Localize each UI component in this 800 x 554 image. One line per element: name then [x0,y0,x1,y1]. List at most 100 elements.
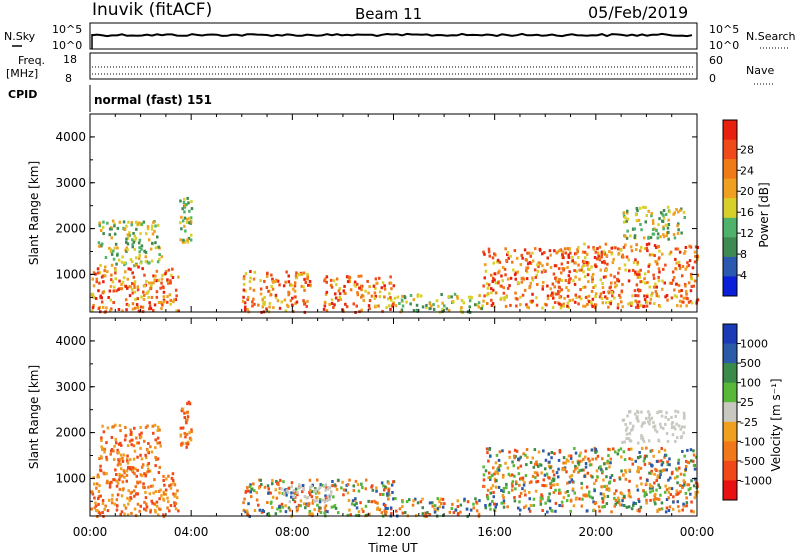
vel-cell [113,502,116,506]
vel-cell [118,459,121,463]
power-cell [667,218,670,222]
power-cell [154,279,158,283]
vel-cell [678,466,681,470]
power-cell [104,256,108,259]
vel-cell [500,489,503,492]
vel-cell [122,469,126,473]
vel-cell [682,479,685,483]
power-cell [110,263,114,267]
vel-cell [513,474,516,478]
vel-cell [375,486,378,490]
power-cell [661,287,664,291]
power-cell [636,303,640,307]
power-cell [183,210,186,214]
power-cell [95,277,99,281]
power-cell [566,261,570,264]
vel-cell [487,459,490,463]
power-cell [285,270,288,274]
power-cell [332,279,336,283]
vel-cell [144,490,147,494]
power-cell [490,303,494,307]
power-cell [164,272,167,276]
vel-cell [152,431,155,435]
power-cell [655,292,658,296]
power-cell [483,294,486,298]
vel-colorbar-segment [723,421,737,442]
vel-cell [145,505,149,509]
vel-cell [602,478,605,482]
power-cell [609,273,613,277]
vel-cell [342,493,345,497]
vel-cell [416,501,420,505]
power-cell [118,220,122,224]
power-cell [670,281,673,285]
vel-cell [353,503,356,507]
vel-cell [138,433,141,437]
vel-cell [144,426,148,429]
power-cell [108,289,112,293]
power-cell [91,292,95,296]
vel-cell [326,510,329,514]
power-cell [622,220,626,224]
power-cell [477,305,480,309]
power-cell [120,260,124,264]
power-cell [536,283,539,286]
power-cell [568,280,571,284]
vel-cell [124,434,127,438]
power-cell [613,275,616,279]
power-cell [503,298,506,302]
power-cell [638,273,641,277]
power-cell [574,293,577,297]
vel-cell [562,496,566,500]
power-cell [415,303,419,307]
power-cell [502,286,505,290]
vel-cell [147,467,150,471]
power-cell [335,283,338,287]
vel-cell [428,513,431,516]
vel-cell [299,499,303,503]
power-cell [574,261,577,265]
power-cell [306,277,309,281]
power-cell [133,285,136,289]
vel-cell [433,507,436,511]
vel-cell [129,432,132,436]
power-cell [342,289,345,293]
vel-cell [125,469,129,473]
power-cell [598,256,602,260]
vel-scatter-region [179,400,193,449]
vel-cell [162,474,165,478]
vel-cell [573,491,576,495]
power-cell [481,304,484,308]
vel-cell [186,442,189,446]
power-cell [131,282,134,285]
power-cell [330,285,334,289]
power-cell [546,256,549,260]
vel-cell [508,450,511,454]
vel-cell [521,476,525,480]
vel-cell [346,513,350,517]
vel-cell [681,508,684,512]
vel-cell [491,499,494,503]
vel-cell [656,509,660,512]
vel-cell [351,499,355,503]
vel-cell [676,481,679,485]
power-cell [594,263,597,267]
vel-cell [652,425,655,429]
vel-cell [352,484,355,488]
power-cell [600,250,604,254]
power-cell [102,305,105,309]
vel-cell [642,459,646,463]
vel-cell [465,507,469,511]
vel-cell [140,431,143,435]
vel-cell [692,510,695,514]
vel-cell [186,415,190,419]
power-cell [650,214,653,218]
power-cell [104,265,107,269]
vel-cell [261,508,264,512]
vel-cell [513,499,517,503]
power-cell [636,276,640,279]
power-cell [149,307,153,310]
nsky-series-line [91,32,693,38]
power-cell [550,293,553,297]
